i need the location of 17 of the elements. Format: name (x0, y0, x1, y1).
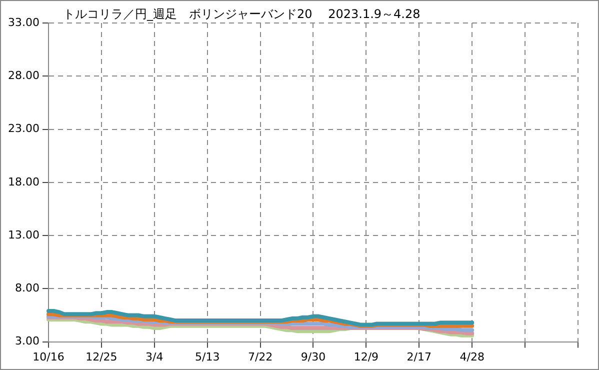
y-tick-label: 13.00 (8, 228, 40, 242)
y-tick-label: 23.00 (8, 122, 40, 136)
x-tick-label: 7/22 (248, 350, 273, 364)
y-tick-label: 18.00 (8, 175, 40, 188)
x-tick-label: 12/9 (354, 350, 379, 364)
y-tick-label: 8.00 (14, 282, 40, 295)
y-tick-label: 33.00 (8, 16, 40, 29)
x-tick-label: 3/4 (146, 350, 164, 364)
x-tick-label: 12/25 (86, 350, 118, 364)
x-tick-label: 5/13 (194, 350, 220, 364)
x-tick-label: 10/16 (32, 350, 64, 364)
y-tick-label: 28.00 (8, 68, 40, 82)
x-tick-label: 9/30 (300, 350, 326, 364)
x-tick-label: 2/17 (406, 350, 432, 364)
y-tick-label: 3.00 (14, 334, 40, 348)
chart-title: トルコリラ／円_週足 ボリンジャーバンド20 2023.1.9～4.28 (63, 7, 420, 22)
x-tick-label: 4/28 (460, 350, 484, 364)
